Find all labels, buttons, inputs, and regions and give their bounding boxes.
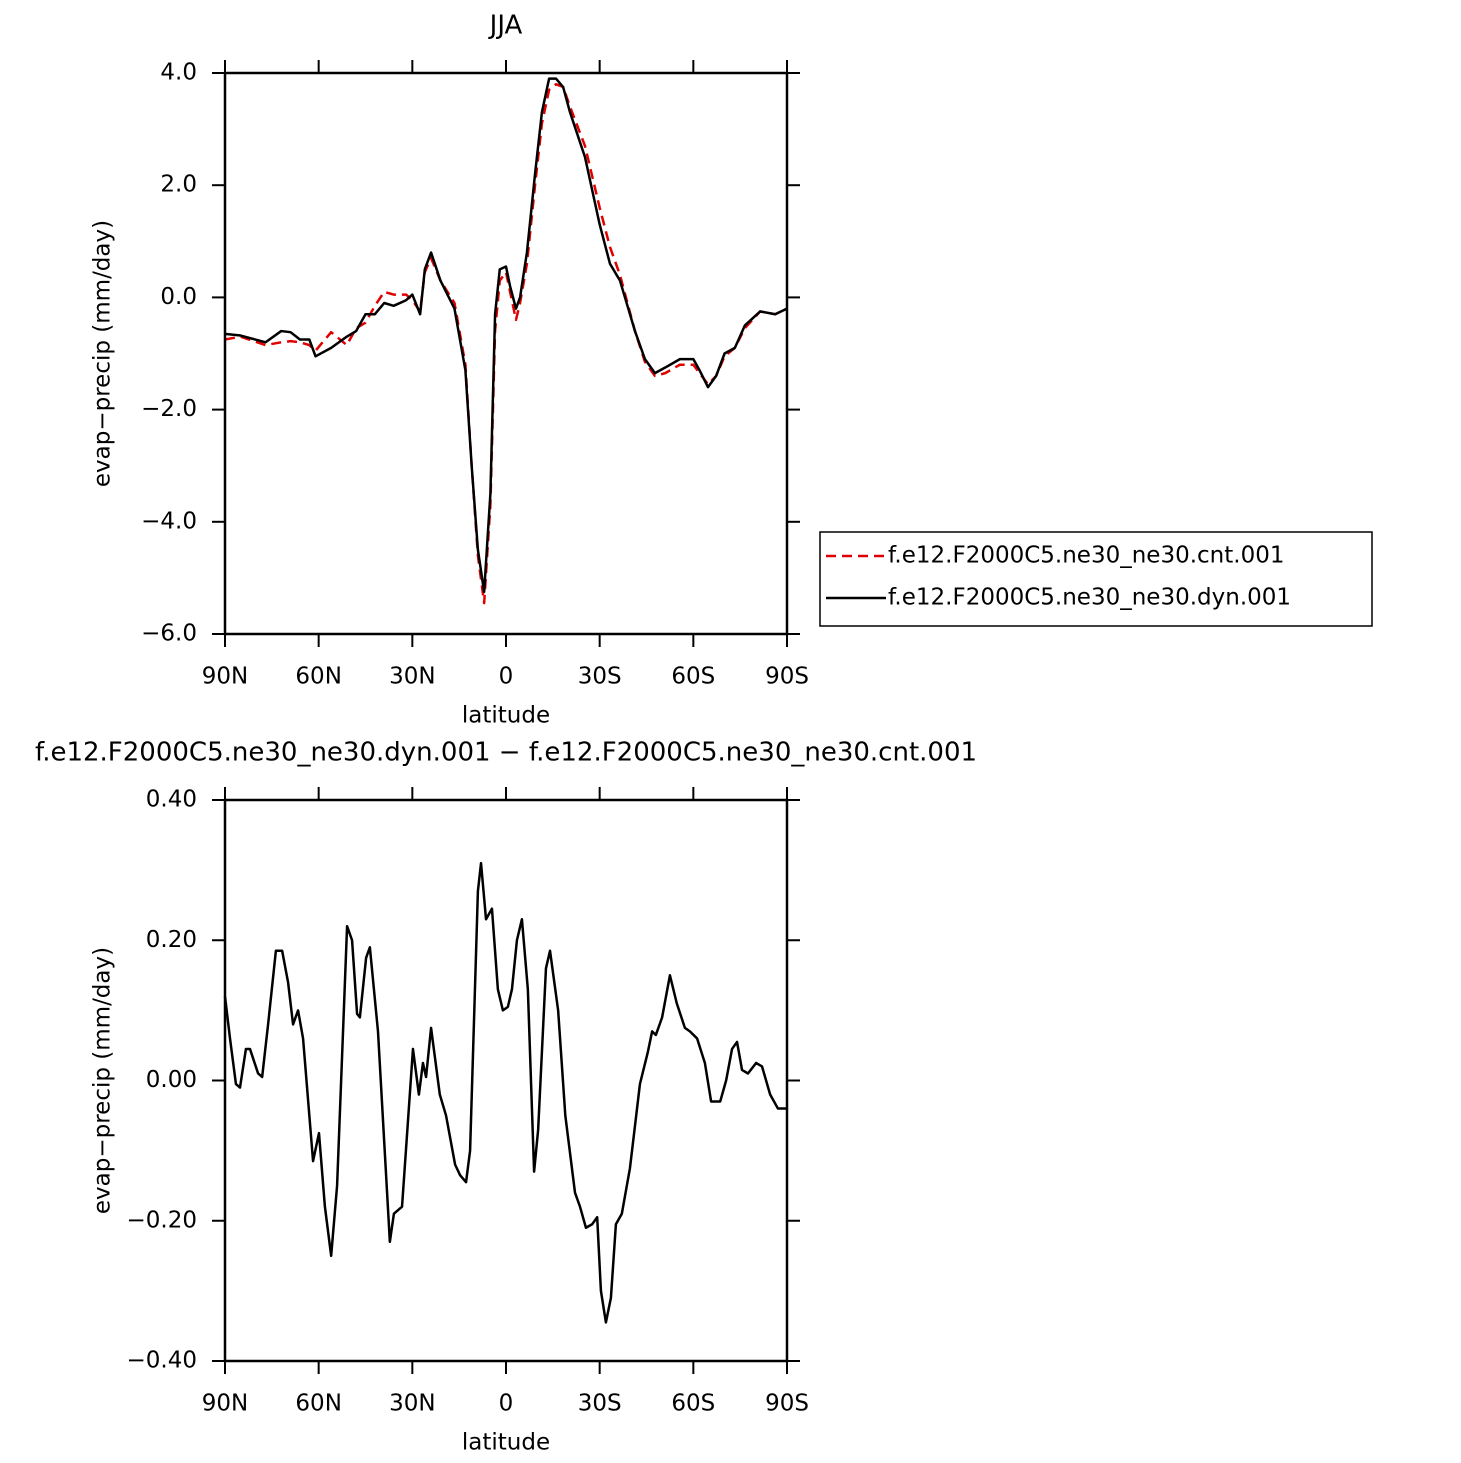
plot-frame [223,798,789,1363]
y-tick-label: −0.40 [127,1348,197,1374]
data-line [224,82,788,605]
x-tick-label: 60N [295,664,341,690]
x-tick-label: 90N [202,664,248,690]
chart-title: JJA [488,11,523,41]
x-tick-label: 60S [671,1391,715,1417]
legend-label: f.e12.F2000C5.ne30_ne30.dyn.001 [888,585,1291,611]
x-tick-label: 60S [671,664,715,690]
x-tick-label: 30N [389,664,435,690]
x-tick-label: 90S [765,664,809,690]
x-tick-label: 60N [295,1391,341,1417]
y-axis-label: evap−precip (mm/day) [90,947,116,1214]
y-tick-label: 0.40 [146,787,197,813]
x-tick-label: 30N [389,1391,435,1417]
y-tick-label: −0.20 [127,1207,197,1233]
y-tick-label: 0.0 [160,284,197,310]
x-tick-label: 90N [202,1391,248,1417]
data-line [224,77,788,594]
x-tick-label: 0 [499,664,514,690]
legend-box [819,531,1373,627]
x-axis-label: latitude [462,703,550,729]
y-tick-label: −4.0 [141,508,197,534]
y-tick-label: 0.00 [146,1067,197,1093]
y-tick-label: −2.0 [141,396,197,422]
x-tick-label: 90S [765,1391,809,1417]
legend-label: f.e12.F2000C5.ne30_ne30.cnt.001 [888,543,1284,569]
y-axis-label: evap−precip (mm/day) [90,220,116,487]
y-tick-label: 4.0 [160,60,197,86]
legend: f.e12.F2000C5.ne30_ne30.cnt.001 f.e12.F20… [819,531,1373,627]
plot-frame [223,71,789,636]
x-axis-label: latitude [462,1430,550,1456]
y-tick-label: −6.0 [141,621,197,647]
y-tick-label: 2.0 [160,172,197,198]
chart-title: f.e12.F2000C5.ne30_ne30.dyn.001 − f.e12.… [35,738,977,768]
x-tick-label: 30S [578,664,622,690]
x-tick-label: 0 [499,1391,514,1417]
x-tick-label: 30S [578,1391,622,1417]
y-tick-label: 0.20 [146,927,197,953]
data-line [223,861,787,1324]
